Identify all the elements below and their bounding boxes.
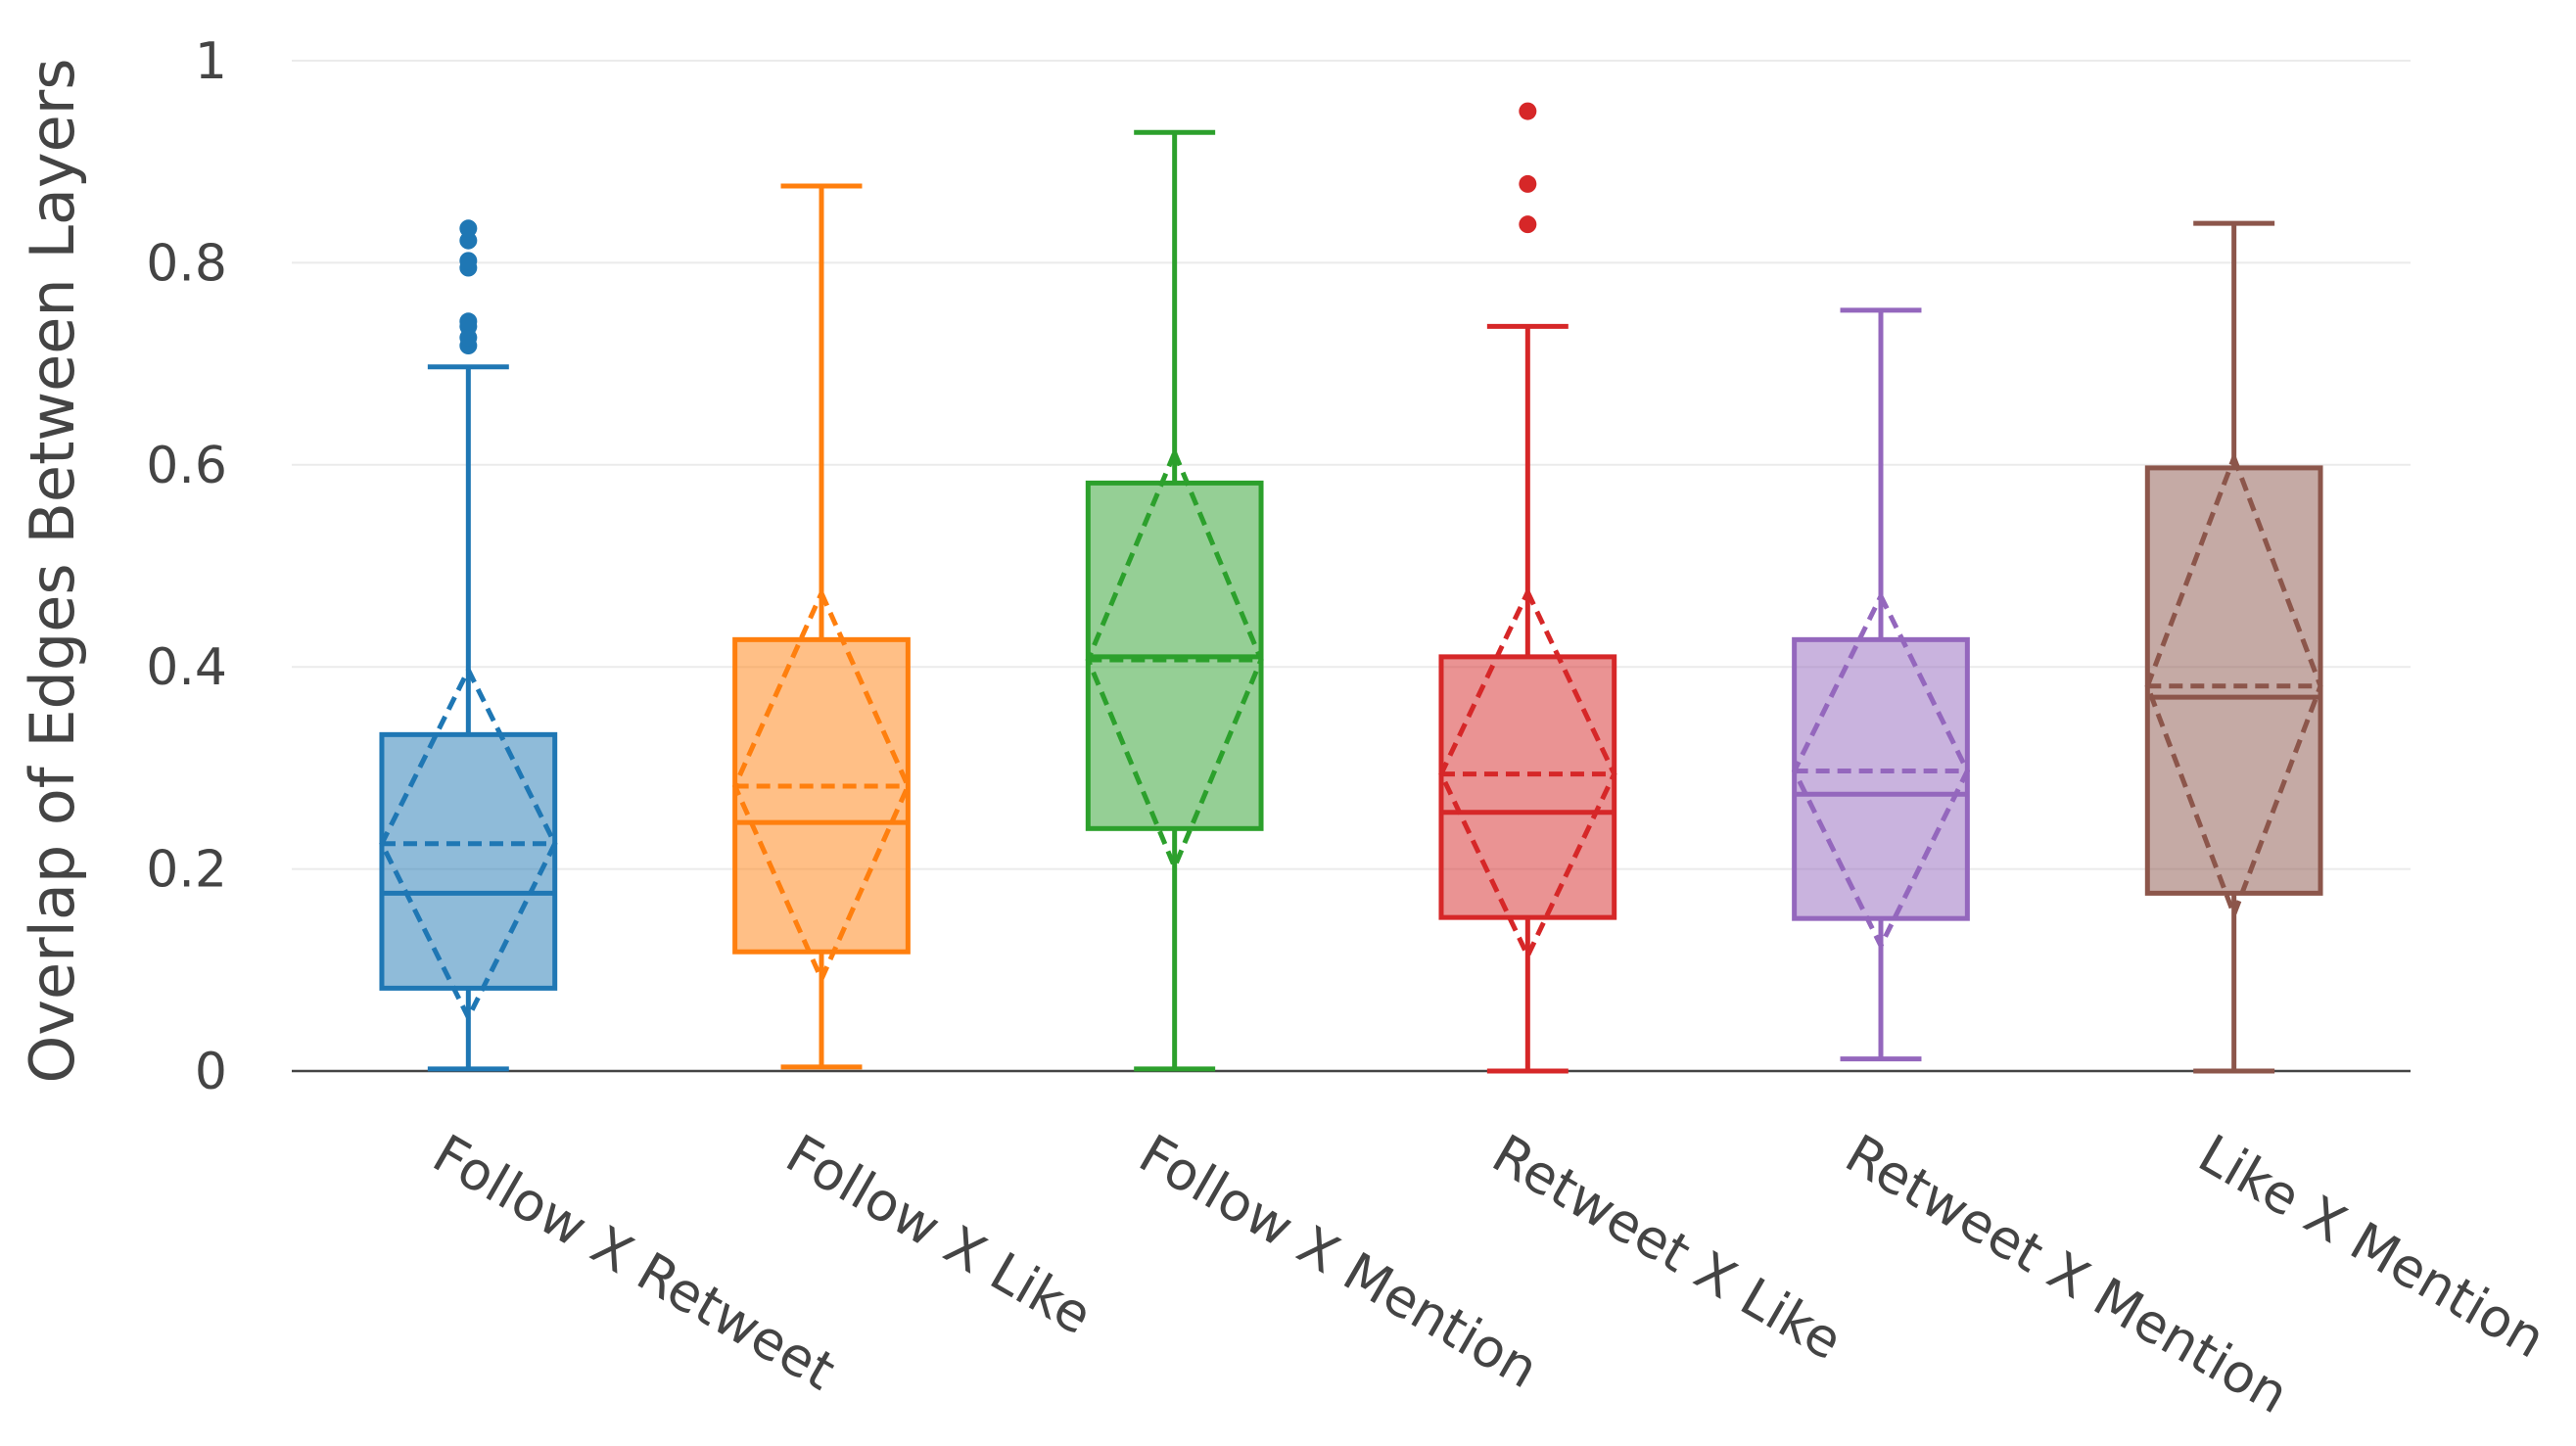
outlier-point [459,231,478,250]
box-retweet-x-mention [1791,307,1971,1062]
outlier-point [459,252,478,270]
iqr-box [1438,654,1617,920]
outlier-point [1519,102,1537,120]
x-tick-label: Retweet X Like [1482,1123,1852,1373]
sd-diamond [1438,586,1617,962]
gridlines [292,60,2411,870]
box-series [379,102,2323,1074]
y-axis-title: Overlap of Edges Between Layers [17,58,88,1083]
iqr-box [1792,636,1970,921]
y-tick-label: 0.2 [146,841,227,900]
sd-diamond [731,586,912,986]
box-follow-x-retweet [379,219,558,1072]
sd-diamond [379,664,558,1023]
box-follow-x-like [731,183,912,1070]
y-tick-label: 0.6 [146,437,227,495]
iqr-box [732,636,911,955]
iqr-box [379,731,558,991]
box-like-x-mention [2144,220,2323,1074]
outlier-point [459,219,478,238]
y-tick-label: 0.8 [146,234,227,293]
iqr-box [2144,465,2323,896]
x-tick-label: Follow X Like [776,1123,1102,1347]
box-retweet-x-like [1438,102,1617,1074]
y-tick-label: 1 [195,32,227,91]
y-axis-ticks: 0 0.2 0.4 0.6 0.8 1 [146,32,227,1101]
y-tick-label: 0.4 [146,638,227,697]
y-tick-label: 0 [195,1043,227,1101]
sd-diamond [2144,450,2323,922]
outlier-point [459,312,478,331]
x-tick-label: Like X Mention [2188,1123,2555,1371]
x-tick-label: Follow X Mention [1129,1123,1548,1401]
outlier-point [1519,215,1537,234]
outlier-point [1519,174,1537,193]
box-follow-x-mention [1085,129,1264,1072]
sd-diamond [1791,590,1971,952]
